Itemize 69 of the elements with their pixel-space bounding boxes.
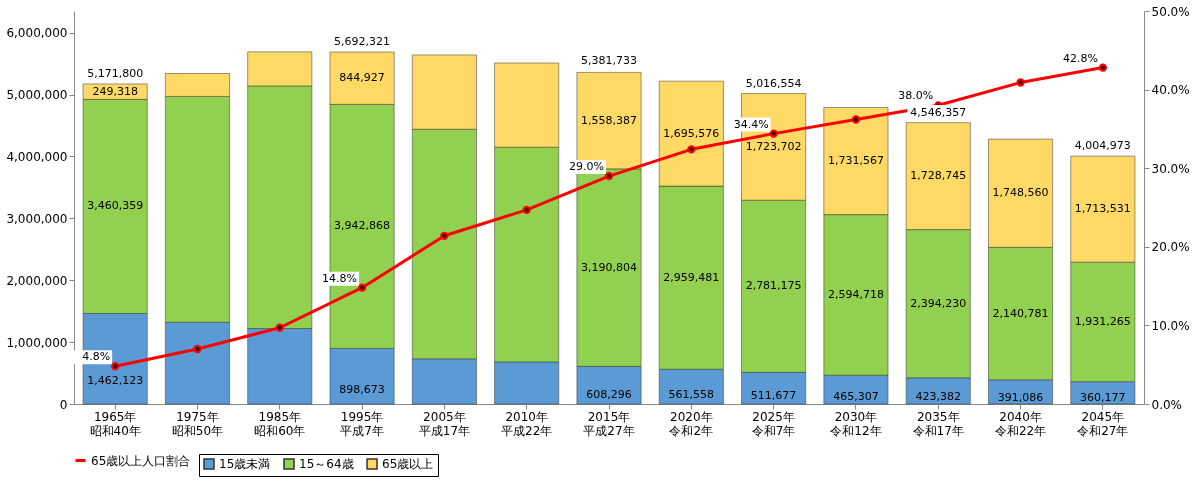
x-tick-label: 1975年昭和50年 <box>171 409 224 438</box>
data-label: 1,462,123 <box>87 374 144 388</box>
legend-label: 65歳以上人口割合 <box>91 453 191 468</box>
data-label: 14.8% <box>322 271 358 285</box>
data-label: 423,382 <box>915 390 961 404</box>
data-label: 1,728,745 <box>910 169 967 183</box>
data-label: 608,296 <box>586 387 632 401</box>
data-label: 391,086 <box>997 390 1044 404</box>
data-label: 2,140,781 <box>992 306 1049 320</box>
data-label: 1,558,387 <box>581 113 637 127</box>
data-label: 898,673 <box>339 383 385 397</box>
x-tick-label: 2030年令和12年 <box>830 409 882 438</box>
data-label: 3,190,804 <box>581 260 637 274</box>
x-tick-label: 1965年昭和40年 <box>89 409 141 438</box>
data-label: 2,594,718 <box>827 287 884 301</box>
y2-tick-label: 30.0% <box>1151 161 1190 176</box>
data-label: 1,731,567 <box>827 154 884 168</box>
legend-label: 15歳未満 <box>219 457 271 471</box>
y2-tick-label: 40.0% <box>1151 83 1190 98</box>
data-label: 29.0% <box>569 160 604 174</box>
legend-label: 65歳以上 <box>382 457 434 471</box>
annotation: 5,016,554 <box>745 76 802 90</box>
data-label: 42.8% <box>1062 51 1098 65</box>
data-label: 34.4% <box>733 117 769 131</box>
data-label: 2,781,175 <box>745 279 802 293</box>
annotation: 4,546,357 <box>910 105 967 119</box>
x-tick-label: 1985年昭和60年 <box>254 409 306 438</box>
annotation: 5,171,800 <box>87 66 144 80</box>
y-tick-label: 6,000,000 <box>6 26 68 41</box>
x-tick-label: 2015年平成27年 <box>583 409 635 438</box>
data-label: 2,394,230 <box>910 296 967 310</box>
annotation: 4,004,973 <box>1074 139 1131 153</box>
y-tick-label: 3,000,000 <box>6 211 68 226</box>
data-label: 3,460,359 <box>87 199 144 213</box>
data-label: 465,307 <box>833 389 879 403</box>
data-label: 1,713,531 <box>1074 202 1131 216</box>
data-label: 1,748,560 <box>992 186 1049 200</box>
y-tick-label: 0 <box>59 397 68 412</box>
y-tick-label: 4,000,000 <box>6 149 68 164</box>
annotation: 5,692,321 <box>334 34 391 48</box>
y-tick-label: 2,000,000 <box>6 273 68 288</box>
x-tick-label: 1995年平成7年 <box>340 409 384 438</box>
data-label: 844,927 <box>339 71 385 85</box>
data-label: 38.0% <box>898 89 934 103</box>
legend-label: 15～64歳 <box>299 457 354 471</box>
data-label: 249,318 <box>92 84 138 98</box>
data-label: 561,558 <box>668 388 715 402</box>
x-tick-label: 2040年令和22年 <box>994 409 1047 438</box>
data-label: 1,723,702 <box>745 139 802 153</box>
x-tick-label: 2020年令和2年 <box>669 409 714 438</box>
data-label: 3,942,868 <box>334 219 391 233</box>
x-tick-label: 2005年平成17年 <box>418 409 471 438</box>
y-tick-label: 5,000,000 <box>6 88 68 103</box>
x-tick-label: 2025年令和7年 <box>751 409 796 438</box>
x-tick-label: 2035年令和17年 <box>912 409 964 438</box>
data-label: 1,931,265 <box>1074 314 1131 328</box>
x-tick-label: 2010年平成22年 <box>501 409 553 438</box>
annotation: 5,381,733 <box>581 53 637 67</box>
y2-tick-label: 10.0% <box>1151 318 1190 333</box>
y2-tick-label: 20.0% <box>1151 240 1190 255</box>
data-label: 1,695,576 <box>663 126 720 140</box>
y-tick-label: 1,000,000 <box>6 335 68 350</box>
data-label: 4.8% <box>82 350 111 364</box>
data-label: 511,677 <box>750 389 797 403</box>
data-label: 2,959,481 <box>663 270 720 284</box>
y2-tick-label: 50.0% <box>1151 4 1190 19</box>
x-tick-label: 2045年令和27年 <box>1077 409 1129 438</box>
y2-tick-label: 0.0% <box>1151 397 1182 412</box>
data-label: 360,177 <box>1080 391 1126 405</box>
